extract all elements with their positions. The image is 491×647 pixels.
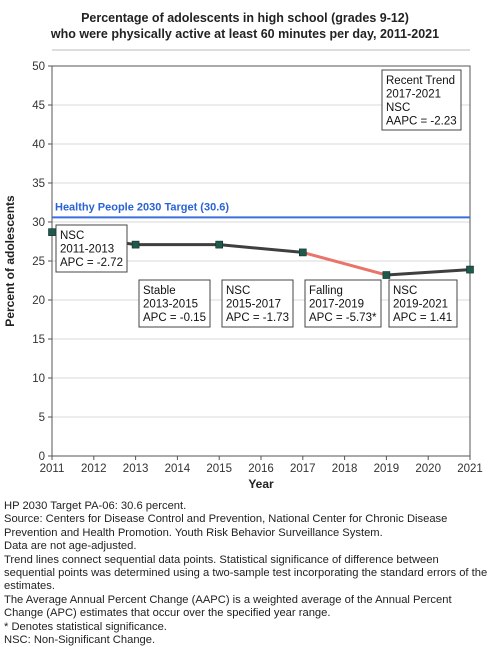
x-tick-label: 2016 bbox=[248, 463, 274, 475]
y-tick-label: 35 bbox=[32, 178, 45, 190]
x-tick-label: 2011 bbox=[40, 463, 65, 475]
annotation-frame bbox=[388, 279, 458, 328]
annotation-line: NSC bbox=[226, 285, 250, 297]
annotation-line: 2017-2019 bbox=[309, 299, 364, 311]
y-tick-label: 30 bbox=[32, 217, 45, 229]
y-tick-label: 10 bbox=[32, 373, 45, 385]
chart-title-line-1: Percentage of adolescents in high school… bbox=[81, 11, 409, 25]
annotation-line: Recent Trend bbox=[386, 75, 455, 87]
annotation-frame bbox=[304, 279, 382, 328]
y-axis-ticks: 0 5 10 15 20 25 30 35 40 45 50 bbox=[32, 61, 52, 463]
data-point bbox=[382, 271, 391, 279]
y-tick-label: 0 bbox=[39, 451, 45, 463]
annotation-line: 2019-2021 bbox=[393, 299, 448, 311]
x-tick-label: 2017 bbox=[290, 463, 316, 475]
x-tick-label: 2019 bbox=[374, 463, 400, 475]
y-tick-label: 50 bbox=[32, 61, 45, 73]
x-tick-label: 2013 bbox=[123, 463, 149, 475]
annotation-line: 2013-2015 bbox=[143, 299, 198, 311]
annotation-line: APC = 1.41 bbox=[393, 312, 452, 324]
x-tick-label: 2015 bbox=[206, 463, 232, 475]
footnote-line: Data are not age-adjusted. bbox=[4, 540, 137, 553]
annotation-line: APC = -1.73 bbox=[226, 312, 289, 324]
annotation-line: Falling bbox=[309, 285, 343, 297]
x-axis-ticks: 2011 2012 2013 2014 2015 2016 2017 2018 2019 2020… bbox=[40, 456, 483, 475]
footnotes: HP 2030 Target PA-06: 30.6 percent. Sourc… bbox=[4, 500, 488, 647]
footnote-line: HP 2030 Target PA-06: 30.6 percent. bbox=[4, 500, 187, 512]
footnote-line: Source: Centers for Disease Control and … bbox=[4, 513, 448, 539]
annotation-line: 2017-2021 bbox=[386, 89, 441, 101]
chart: Percentage of adolescents in high school… bbox=[3, 11, 483, 491]
x-tick-label: 2021 bbox=[457, 463, 483, 475]
annotation-line: NSC bbox=[393, 285, 417, 297]
annotation-line: 2015-2017 bbox=[226, 299, 281, 311]
x-tick-label: 2020 bbox=[415, 463, 441, 475]
data-point bbox=[48, 228, 56, 236]
annotation-frame bbox=[381, 69, 462, 131]
annotation-line: APC = -2.72 bbox=[60, 257, 123, 269]
footnote-line: The Average Annual Percent Change (AAPC)… bbox=[4, 593, 452, 620]
x-tick-label: 2014 bbox=[165, 463, 191, 475]
annotation-line: NSC bbox=[386, 102, 410, 114]
annotation-line: APC = -0.15 bbox=[143, 312, 206, 324]
annotation-line: APC = -5.73* bbox=[309, 312, 377, 324]
data-point bbox=[298, 248, 307, 257]
y-axis-label: Percent of adolescents bbox=[3, 195, 17, 327]
y-tick-label: 20 bbox=[32, 295, 45, 307]
x-axis-label: Year bbox=[248, 477, 274, 491]
y-tick-label: 40 bbox=[32, 139, 45, 151]
x-tick-label: 2018 bbox=[332, 463, 358, 475]
footnote-line: NSC: Non-Significant Change. bbox=[4, 634, 156, 647]
y-tick-label: 45 bbox=[32, 100, 45, 112]
x-tick-label: 2012 bbox=[81, 463, 107, 475]
annotation-frame bbox=[221, 279, 294, 328]
data-point bbox=[466, 265, 474, 274]
annotation-frame bbox=[138, 279, 211, 328]
chart-title-line-2: who were physically active at least 60 m… bbox=[50, 27, 439, 41]
annotation-line: 2011-2013 bbox=[60, 244, 114, 256]
annotation-line: AAPC = -2.23 bbox=[386, 116, 457, 128]
data-point bbox=[215, 240, 223, 249]
target-label: Healthy People 2030 Target (30.6) bbox=[55, 201, 229, 213]
y-tick-label: 5 bbox=[39, 412, 45, 424]
trend-segment bbox=[384, 268, 472, 277]
footnote-line: * Denotes statistical significance. bbox=[4, 620, 167, 633]
y-tick-label: 15 bbox=[32, 334, 45, 346]
trend-segment bbox=[301, 250, 388, 277]
annotation-line: NSC bbox=[60, 230, 84, 242]
footnote-line: Trend lines connect sequential data poin… bbox=[4, 553, 488, 593]
annotation-frame bbox=[55, 224, 128, 273]
y-tick-label: 25 bbox=[32, 256, 45, 268]
annotation-line: Stable bbox=[143, 285, 176, 297]
trend-segment bbox=[217, 243, 305, 254]
data-point bbox=[131, 240, 140, 249]
